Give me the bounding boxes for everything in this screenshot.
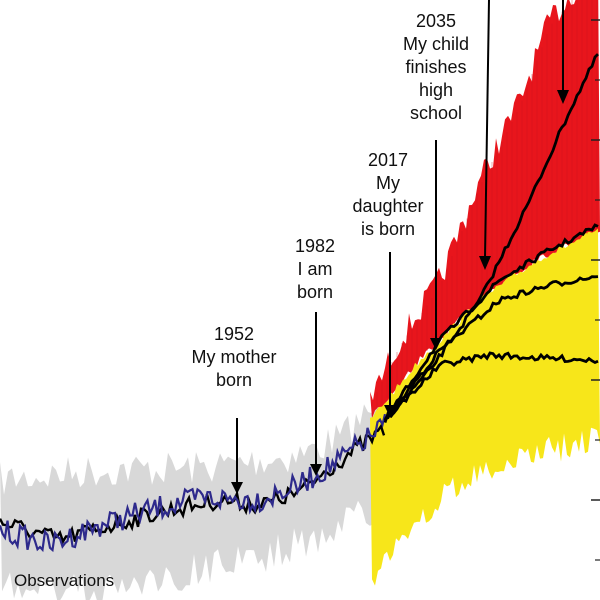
annotations: 1952 My mother born 1982 I am born 2017 My daugh… (191, 0, 569, 494)
annotation-arrow-head (430, 338, 442, 350)
annotation-arrow-head (310, 464, 322, 476)
annotation-text: born (297, 282, 333, 302)
top-arrow-head (479, 256, 491, 270)
observations-line (0, 413, 387, 553)
model-mean-historical-line (0, 423, 386, 545)
annotation-text: My mother (191, 347, 276, 367)
annotation-text: finishes (405, 57, 466, 77)
projection-line (383, 223, 599, 421)
projection-line (383, 275, 599, 424)
projection-line (383, 351, 599, 422)
observations-label: Observations (14, 571, 114, 590)
annotation-text: My child (403, 34, 469, 54)
historical-band (0, 392, 382, 600)
right-axis-ticks (591, 19, 600, 561)
annotation-year-1952: 1952 (214, 324, 254, 344)
annotation-text: I am (297, 259, 332, 279)
annotation-text: born (216, 370, 252, 390)
annotation-arrow-head (384, 405, 396, 417)
annotation-text: high (419, 80, 453, 100)
projection-line (384, 53, 599, 421)
annotation-year-1982: 1982 (295, 236, 335, 256)
annotation-text: is born (361, 219, 415, 239)
annotation-year-2035: 2035 (416, 11, 456, 31)
annotation-text: school (410, 103, 462, 123)
annotation-arrow-head (231, 482, 243, 494)
annotation-text: My (376, 173, 400, 193)
top-arrow-head (557, 90, 569, 104)
series-lines (0, 53, 599, 553)
annotation-year-2017: 2017 (368, 150, 408, 170)
low-scenario-band (370, 228, 600, 586)
top-arrow-shaft (484, 0, 490, 259)
annotation-text: daughter (352, 196, 423, 216)
